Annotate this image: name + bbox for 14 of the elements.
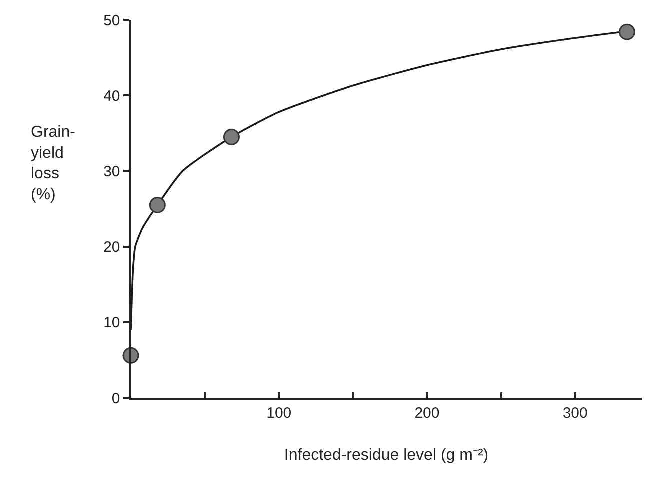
point	[149, 196, 166, 214]
point	[618, 24, 636, 40]
x-axis-title: Infected-residue level (g m⁻²)	[284, 446, 489, 464]
y-tick-label: 30	[104, 163, 120, 180]
point	[223, 128, 240, 146]
x-tick-label: 100	[266, 404, 292, 422]
y-tick-label: 20	[104, 239, 120, 256]
y-tick-label: 50	[104, 12, 120, 30]
y-tick-label: 0	[112, 390, 120, 408]
y-tick-label: 10	[104, 314, 120, 332]
y-tick-label: 40	[104, 88, 120, 105]
y-axis-title: Grain- yield loss (%)	[31, 124, 76, 204]
x-tick-label: 300	[562, 404, 588, 422]
x-tick-label: 200	[414, 404, 440, 422]
